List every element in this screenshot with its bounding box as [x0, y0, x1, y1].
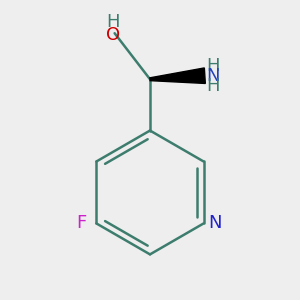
Text: H: H [207, 76, 220, 94]
Text: H: H [106, 13, 120, 31]
Text: H: H [207, 57, 220, 75]
Polygon shape [150, 68, 205, 83]
Text: N: N [207, 67, 220, 85]
Text: N: N [208, 214, 222, 232]
Text: O: O [106, 26, 120, 44]
Text: F: F [76, 214, 87, 232]
